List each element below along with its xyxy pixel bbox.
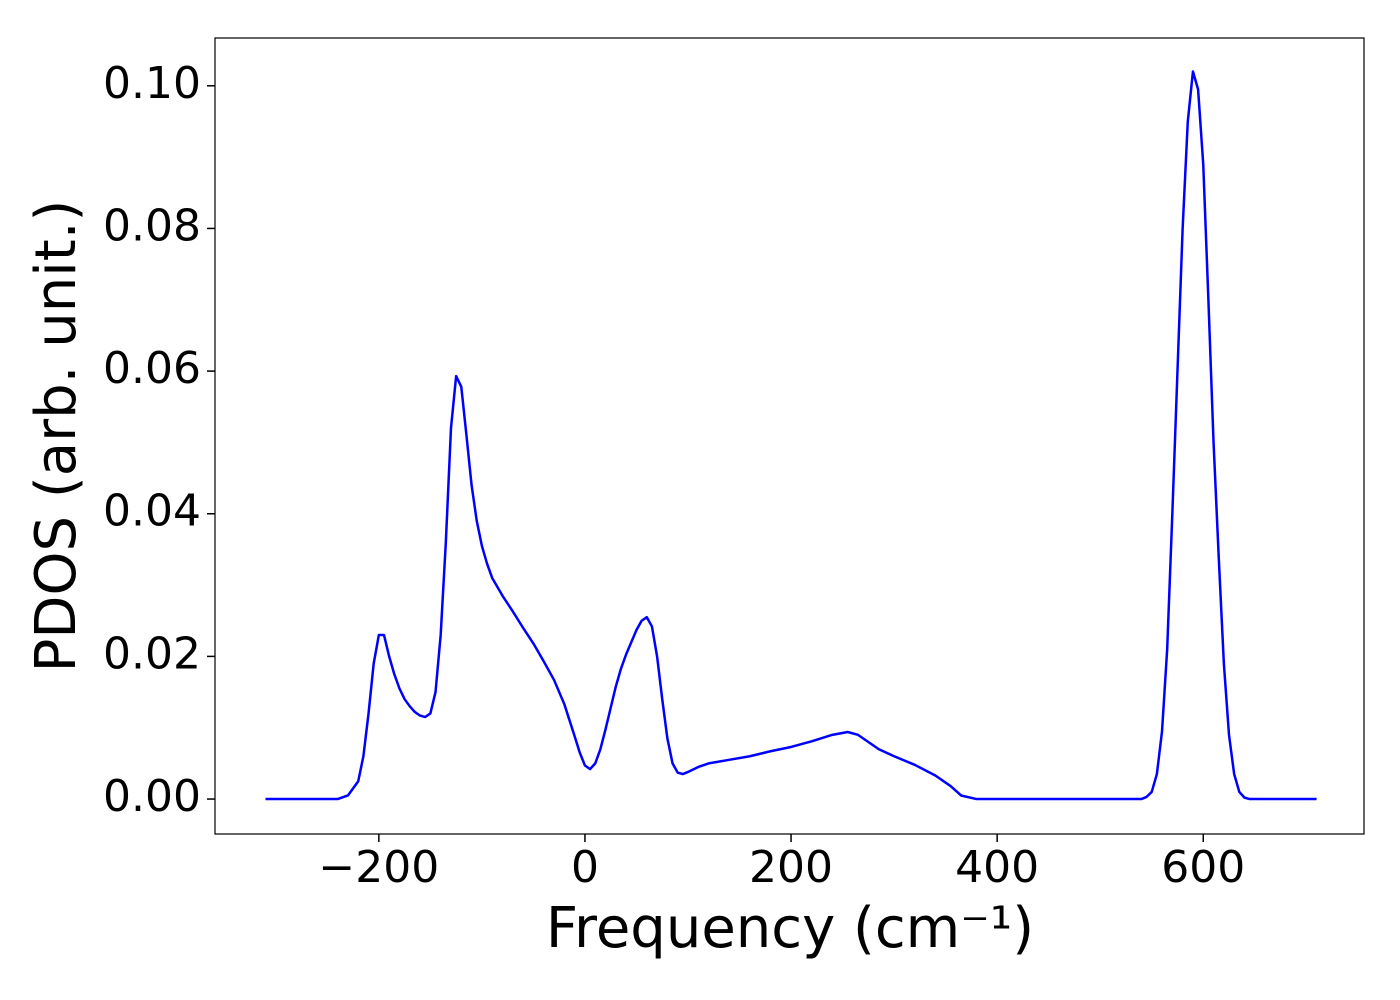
y-tick-label: 0.00 [103,771,201,822]
x-axis-label: Frequency (cm⁻¹) [546,896,1034,961]
plot-frame [214,37,1365,835]
x-tick-label: −200 [318,842,439,893]
x-tick-label: 600 [1161,842,1245,893]
y-tick-label: 0.08 [103,200,201,251]
y-tick-label: 0.04 [103,486,201,537]
y-tick-label: 0.10 [103,58,201,109]
y-tick-label: 0.06 [103,343,201,394]
y-axis-label: PDOS (arb. unit.) [24,200,89,673]
y-tick-label: 0.02 [103,628,201,679]
x-tick-label: 0 [571,842,599,893]
x-tick-label: 200 [749,842,833,893]
x-tick-label: 400 [955,842,1039,893]
line-series [265,70,1317,801]
